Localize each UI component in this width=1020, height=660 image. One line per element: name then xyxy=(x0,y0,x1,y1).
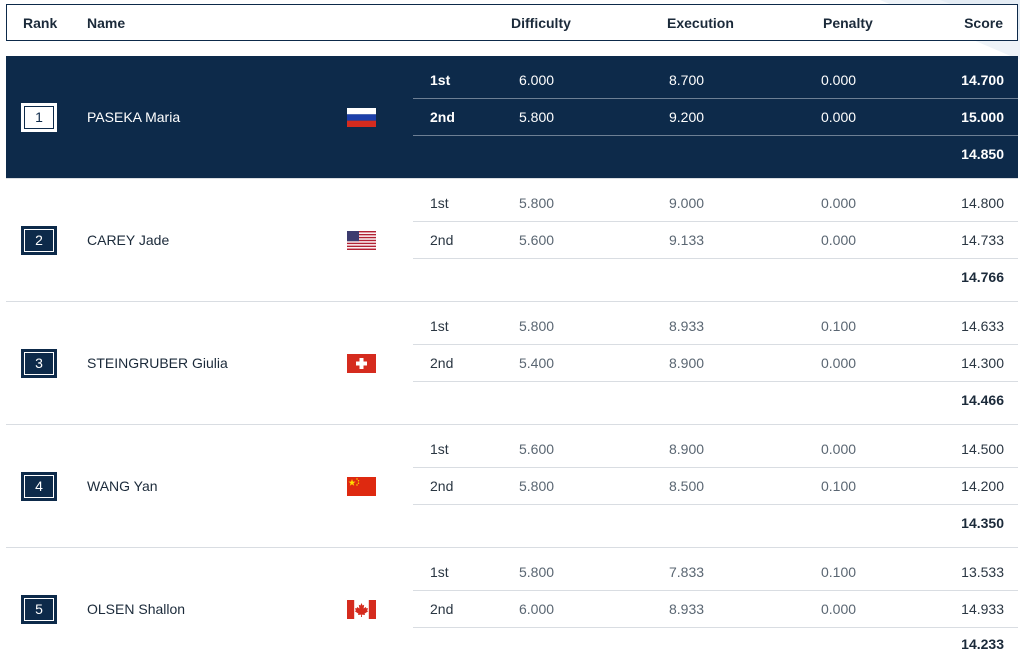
run-difficulty: 6.000 xyxy=(519,601,555,617)
run-score: 14.633 xyxy=(961,318,1004,334)
china-flag-icon xyxy=(347,477,376,496)
rank-badge: 2 xyxy=(21,226,57,255)
athlete-name: OLSEN Shallon xyxy=(87,601,186,617)
run-penalty: 0.000 xyxy=(821,355,857,371)
run-label: 2nd xyxy=(430,355,454,371)
run-execution: 8.933 xyxy=(669,318,705,334)
switzerland-flag-icon xyxy=(347,354,376,373)
run-row: 2nd 5.400 8.900 0.000 14.300 xyxy=(413,345,1018,382)
run-score: 15.000 xyxy=(961,109,1004,125)
run-execution: 9.000 xyxy=(669,195,705,211)
run-score: 14.733 xyxy=(961,232,1004,248)
final-score: 14.350 xyxy=(961,515,1004,531)
athlete-name: CAREY Jade xyxy=(87,232,170,248)
run-execution: 8.500 xyxy=(669,478,705,494)
run-row: 1st 5.600 8.900 0.000 14.500 xyxy=(413,431,1018,468)
run-label: 2nd xyxy=(430,109,455,125)
run-execution: 9.200 xyxy=(669,109,705,125)
athlete-row[interactable]: 3 STEINGRUBER Giulia 1st 5.800 8.933 0.1… xyxy=(6,302,1018,425)
athlete-row[interactable]: 2 CAREY Jade 1st 5.800 9.000 0.000 14.80… xyxy=(6,179,1018,302)
results-table-header: Rank Name Difficulty Execution Penalty S… xyxy=(6,4,1018,41)
run-penalty: 0.000 xyxy=(821,232,857,248)
rank-badge: 5 xyxy=(21,595,57,624)
run-difficulty: 5.600 xyxy=(519,441,555,457)
header-name: Name xyxy=(87,15,126,31)
run-execution: 9.133 xyxy=(669,232,705,248)
run-label: 1st xyxy=(430,72,451,88)
run-score: 14.500 xyxy=(961,441,1004,457)
run-score: 14.933 xyxy=(961,601,1004,617)
run-row: 1st 5.800 8.933 0.100 14.633 xyxy=(413,308,1018,345)
athlete-row[interactable]: 5 OLSEN Shallon 1st 5.800 7.833 0.100 13… xyxy=(6,548,1018,660)
final-score: 14.233 xyxy=(961,636,1004,652)
run-label: 2nd xyxy=(430,478,454,494)
header-score: Score xyxy=(964,15,1003,31)
canada-flag-icon xyxy=(347,600,376,619)
run-row: 2nd 5.800 8.500 0.100 14.200 xyxy=(413,468,1018,505)
athlete-name: WANG Yan xyxy=(87,478,158,494)
run-penalty: 0.100 xyxy=(821,564,857,580)
run-difficulty: 5.800 xyxy=(519,478,555,494)
run-difficulty: 5.600 xyxy=(519,232,555,248)
run-row: 2nd 5.600 9.133 0.000 14.733 xyxy=(413,222,1018,259)
run-label: 2nd xyxy=(430,601,454,617)
final-score: 14.766 xyxy=(961,269,1004,285)
run-execution: 8.900 xyxy=(669,355,705,371)
final-score: 14.466 xyxy=(961,392,1004,408)
run-score: 14.200 xyxy=(961,478,1004,494)
run-penalty: 0.000 xyxy=(821,601,857,617)
run-score: 14.700 xyxy=(961,72,1004,88)
athlete-name: STEINGRUBER Giulia xyxy=(87,355,228,371)
run-penalty: 0.100 xyxy=(821,318,857,334)
run-difficulty: 6.000 xyxy=(519,72,555,88)
russia-flag-icon xyxy=(347,108,376,127)
header-difficulty: Difficulty xyxy=(511,15,571,31)
run-label: 1st xyxy=(430,441,449,457)
run-label: 1st xyxy=(430,318,449,334)
header-penalty: Penalty xyxy=(823,15,873,31)
run-difficulty: 5.800 xyxy=(519,109,555,125)
run-difficulty: 5.400 xyxy=(519,355,555,371)
run-row: 2nd 6.000 8.933 0.000 14.933 xyxy=(413,591,1018,628)
header-rank: Rank xyxy=(23,15,58,31)
rank-badge: 3 xyxy=(21,349,57,378)
rank-badge: 4 xyxy=(21,472,57,501)
run-score: 14.300 xyxy=(961,355,1004,371)
run-penalty: 0.000 xyxy=(821,72,857,88)
run-execution: 8.933 xyxy=(669,601,705,617)
run-execution: 8.900 xyxy=(669,441,705,457)
run-label: 1st xyxy=(430,564,449,580)
run-label: 1st xyxy=(430,195,449,211)
run-penalty: 0.000 xyxy=(821,195,857,211)
run-row: 1st 6.000 8.700 0.000 14.700 xyxy=(413,62,1018,99)
rank-badge: 1 xyxy=(21,103,57,132)
athlete-row[interactable]: 4 WANG Yan 1st 5.600 8.900 0.000 14.500 … xyxy=(6,425,1018,548)
run-difficulty: 5.800 xyxy=(519,195,555,211)
run-row: 1st 5.800 7.833 0.100 13.533 xyxy=(413,554,1018,591)
run-score: 13.533 xyxy=(961,564,1004,580)
final-score: 14.850 xyxy=(961,146,1004,162)
run-difficulty: 5.800 xyxy=(519,564,555,580)
athlete-name: PASEKA Maria xyxy=(87,109,181,125)
run-penalty: 0.000 xyxy=(821,441,857,457)
run-row: 2nd 5.800 9.200 0.000 15.000 xyxy=(413,99,1018,136)
run-execution: 8.700 xyxy=(669,72,705,88)
run-difficulty: 5.800 xyxy=(519,318,555,334)
run-row: 1st 5.800 9.000 0.000 14.800 xyxy=(413,185,1018,222)
run-score: 14.800 xyxy=(961,195,1004,211)
run-execution: 7.833 xyxy=(669,564,705,580)
header-execution: Execution xyxy=(667,15,734,31)
run-penalty: 0.100 xyxy=(821,478,857,494)
athlete-row[interactable]: 1 PASEKA Maria 1st 6.000 8.700 0.000 14.… xyxy=(6,56,1018,179)
run-penalty: 0.000 xyxy=(821,109,857,125)
usa-flag-icon xyxy=(347,231,376,250)
run-label: 2nd xyxy=(430,232,454,248)
